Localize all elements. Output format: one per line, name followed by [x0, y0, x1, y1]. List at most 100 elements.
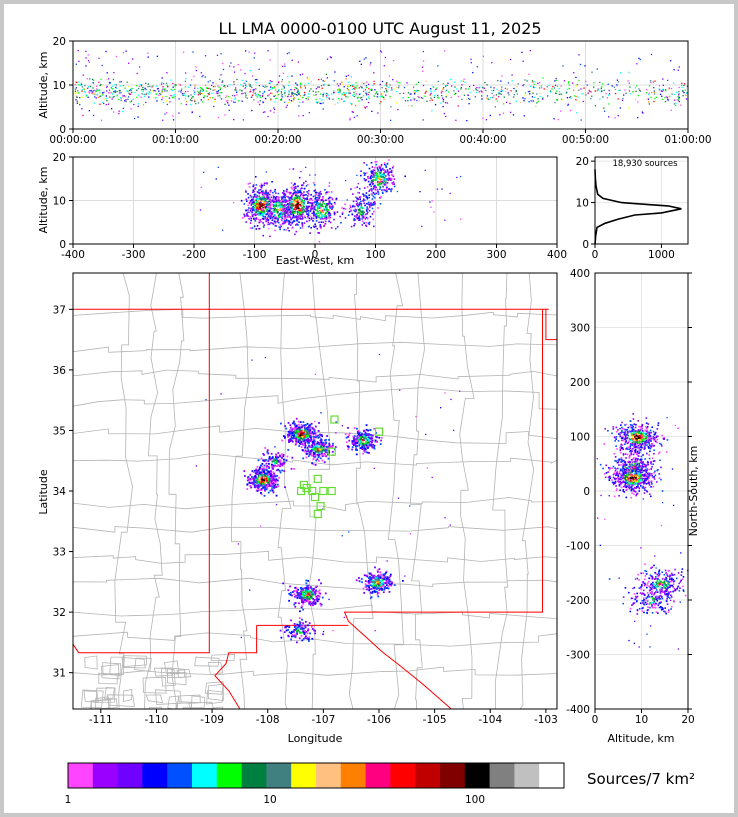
source-point: [313, 452, 316, 455]
source-point: [510, 90, 512, 92]
county-line: [164, 660, 180, 675]
source-point: [243, 470, 246, 472]
source-point: [281, 453, 283, 456]
source-point: [263, 460, 266, 463]
source-point: [307, 444, 310, 447]
source-point: [243, 213, 245, 216]
source-point: [557, 118, 559, 121]
source-point: [365, 208, 368, 211]
source-point: [365, 424, 368, 427]
source-point: [252, 184, 255, 186]
source-point: [93, 102, 95, 104]
source-point: [299, 428, 301, 431]
source-point: [364, 89, 367, 91]
source-point: [264, 487, 267, 490]
source-point: [333, 201, 336, 204]
source-point: [550, 91, 552, 93]
source-point: [88, 61, 91, 63]
source-point: [280, 205, 283, 208]
source-point: [255, 479, 257, 482]
source-point: [160, 93, 162, 96]
source-point: [343, 94, 345, 96]
source-point: [266, 486, 269, 489]
source-point: [307, 192, 310, 195]
source-point: [269, 110, 272, 112]
source-point: [298, 221, 300, 224]
source-point: [96, 88, 98, 90]
source-point: [231, 94, 234, 97]
source-point: [296, 439, 299, 442]
source-point: [307, 579, 310, 582]
source-point: [273, 486, 275, 489]
source-point: [267, 470, 270, 473]
source-point: [244, 72, 246, 75]
ew-tick-label: 200: [426, 249, 446, 261]
source-point: [264, 480, 267, 483]
source-point: [307, 426, 310, 429]
source-point: [264, 484, 267, 486]
source-point: [375, 174, 378, 177]
source-point: [308, 424, 311, 427]
source-point: [486, 95, 489, 97]
source-point: [365, 221, 367, 224]
source-point: [281, 65, 284, 67]
source-point: [81, 86, 84, 88]
source-point: [320, 439, 323, 441]
source-point: [336, 226, 339, 228]
figure-frame: LL LMA 0000-0100 UTC August 11, 2025 00:…: [4, 4, 734, 813]
source-point: [373, 444, 376, 447]
source-point: [353, 85, 355, 87]
source-point: [281, 88, 283, 90]
source-point: [294, 210, 297, 213]
source-point: [312, 428, 315, 430]
source-point: [264, 191, 267, 193]
source-point: [322, 444, 324, 447]
source-point: [303, 94, 306, 96]
source-point: [303, 430, 306, 433]
source-point: [292, 209, 295, 211]
source-point: [281, 223, 284, 225]
source-point: [253, 480, 256, 483]
source-point: [268, 203, 271, 205]
source-point: [262, 111, 265, 113]
source-point: [373, 184, 376, 187]
source-point: [316, 196, 318, 199]
source-point: [359, 93, 361, 95]
source-point: [249, 69, 252, 72]
source-point: [536, 93, 538, 95]
source-point: [161, 88, 163, 91]
source-point: [294, 224, 297, 226]
source-point: [504, 87, 507, 89]
source-point: [270, 471, 272, 473]
source-point: [285, 219, 288, 221]
source-point: [265, 476, 268, 479]
source-point: [293, 182, 296, 185]
source-point: [248, 211, 251, 214]
county-line: [142, 676, 167, 694]
source-point: [475, 88, 477, 90]
source-point: [375, 186, 377, 189]
source-point: [269, 481, 272, 484]
source-point: [302, 194, 305, 197]
source-point: [247, 204, 249, 206]
source-point: [599, 98, 601, 100]
source-point: [290, 95, 292, 98]
source-point: [136, 85, 138, 87]
source-point: [242, 85, 244, 87]
source-point: [497, 80, 499, 82]
source-point: [274, 221, 277, 224]
source-point: [349, 206, 352, 209]
source-point: [275, 460, 278, 463]
source-point: [627, 80, 629, 82]
source-point: [282, 213, 284, 215]
source-point: [354, 219, 356, 221]
source-point: [344, 179, 347, 182]
source-point: [253, 200, 255, 202]
source-point: [302, 101, 304, 103]
source-point: [116, 90, 118, 93]
source-point: [379, 95, 381, 98]
source-point: [133, 117, 136, 120]
source-point: [376, 190, 379, 193]
source-point: [253, 482, 256, 485]
source-point: [336, 211, 339, 213]
